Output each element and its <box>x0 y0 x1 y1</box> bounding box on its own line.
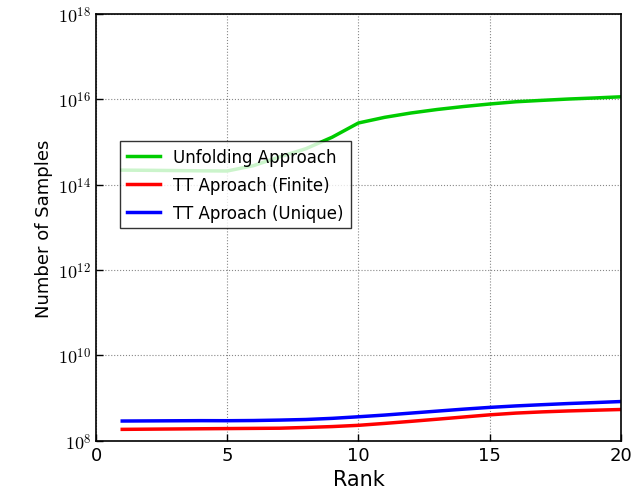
TT Aproach (Finite) <box>460 414 467 420</box>
TT Aproach (Unique) <box>538 402 546 408</box>
TT Aproach (Finite) <box>250 425 257 431</box>
TT Aproach (Unique) <box>302 417 310 423</box>
TT Aproach (Unique) <box>328 415 336 421</box>
Unfolding Approach <box>118 168 126 174</box>
Unfolding Approach <box>407 111 415 117</box>
Unfolding Approach <box>512 100 520 106</box>
TT Aproach (Unique) <box>355 414 362 420</box>
Unfolding Approach <box>538 98 546 104</box>
Unfolding Approach <box>486 102 493 108</box>
Unfolding Approach <box>564 97 572 103</box>
TT Aproach (Finite) <box>617 407 625 413</box>
TT Aproach (Finite) <box>355 422 362 428</box>
TT Aproach (Unique) <box>223 418 231 424</box>
TT Aproach (Finite) <box>171 426 179 432</box>
Unfolding Approach <box>145 168 152 174</box>
Unfolding Approach <box>381 115 388 121</box>
TT Aproach (Finite) <box>328 424 336 430</box>
Line: TT Aproach (Finite): TT Aproach (Finite) <box>122 410 621 429</box>
TT Aproach (Finite) <box>407 418 415 424</box>
TT Aproach (Unique) <box>407 410 415 416</box>
TT Aproach (Unique) <box>250 418 257 424</box>
Line: TT Aproach (Unique): TT Aproach (Unique) <box>122 402 621 421</box>
TT Aproach (Finite) <box>512 410 520 416</box>
TT Aproach (Unique) <box>171 418 179 424</box>
TT Aproach (Unique) <box>460 406 467 412</box>
TT Aproach (Unique) <box>564 401 572 407</box>
TT Aproach (Unique) <box>433 408 441 414</box>
Unfolding Approach <box>460 104 467 110</box>
TT Aproach (Finite) <box>538 409 546 415</box>
TT Aproach (Finite) <box>591 407 598 413</box>
Unfolding Approach <box>223 169 231 175</box>
TT Aproach (Finite) <box>564 408 572 414</box>
TT Aproach (Finite) <box>486 412 493 418</box>
Unfolding Approach <box>617 95 625 101</box>
TT Aproach (Unique) <box>617 399 625 405</box>
TT Aproach (Finite) <box>145 426 152 432</box>
TT Aproach (Unique) <box>381 412 388 418</box>
Unfolding Approach <box>302 146 310 152</box>
TT Aproach (Unique) <box>276 417 284 423</box>
Unfolding Approach <box>328 135 336 141</box>
TT Aproach (Unique) <box>486 405 493 411</box>
X-axis label: Rank: Rank <box>333 469 384 489</box>
Legend: Unfolding Approach, TT Aproach (Finite), TT Aproach (Unique): Unfolding Approach, TT Aproach (Finite),… <box>120 142 351 229</box>
Unfolding Approach <box>250 163 257 169</box>
TT Aproach (Unique) <box>591 400 598 406</box>
TT Aproach (Finite) <box>276 425 284 431</box>
Line: Unfolding Approach: Unfolding Approach <box>122 98 621 172</box>
TT Aproach (Unique) <box>197 418 205 424</box>
TT Aproach (Finite) <box>302 425 310 431</box>
TT Aproach (Finite) <box>381 420 388 426</box>
TT Aproach (Finite) <box>223 426 231 432</box>
Unfolding Approach <box>171 168 179 174</box>
TT Aproach (Unique) <box>118 418 126 424</box>
Y-axis label: Number of Samples: Number of Samples <box>35 139 52 317</box>
TT Aproach (Unique) <box>512 403 520 409</box>
TT Aproach (Unique) <box>145 418 152 424</box>
Unfolding Approach <box>276 154 284 160</box>
TT Aproach (Finite) <box>118 426 126 432</box>
Unfolding Approach <box>591 96 598 102</box>
Unfolding Approach <box>197 168 205 174</box>
Unfolding Approach <box>355 121 362 127</box>
TT Aproach (Finite) <box>197 426 205 432</box>
Unfolding Approach <box>433 107 441 113</box>
TT Aproach (Finite) <box>433 416 441 422</box>
